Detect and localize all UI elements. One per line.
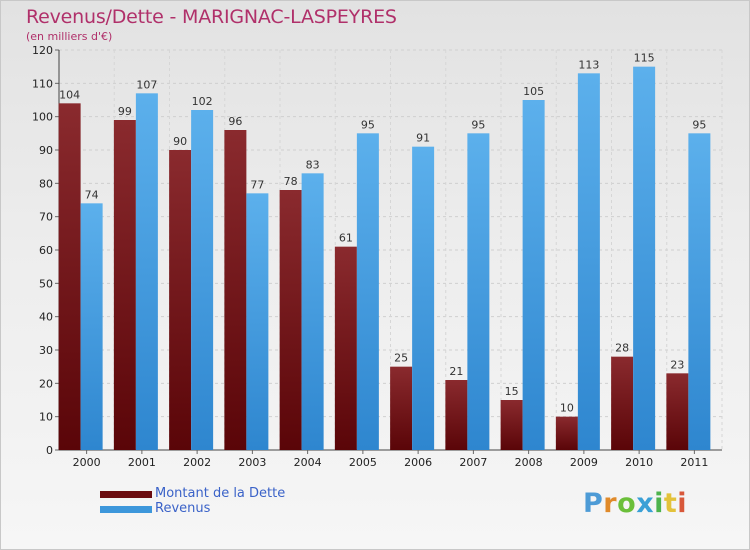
revenus-bar	[412, 146, 435, 450]
x-tick-label: 2011	[680, 456, 708, 469]
revenus-value-label: 77	[250, 178, 264, 191]
y-tick-label: 30	[39, 344, 53, 357]
debt-bar	[279, 190, 302, 450]
data-labels: 104 74 99 107 90 102 96 77 78 83 61 95 25 91 21 95 15 105…	[59, 52, 706, 415]
chart-subtitle: (en milliers d'€)	[26, 30, 113, 43]
y-tick-label: 20	[39, 377, 53, 390]
debt-value-label: 21	[449, 365, 463, 378]
legend-label-revenus: Revenus	[155, 501, 211, 516]
y-tick-label: 0	[46, 444, 53, 457]
legend-label-debt: Montant de la Dette	[155, 486, 286, 501]
debt-bar	[113, 120, 136, 450]
revenus-bar	[467, 133, 490, 451]
bars	[58, 66, 711, 451]
debt-value-label: 25	[394, 352, 408, 365]
revenus-bar	[191, 110, 214, 450]
revenus-value-label: 74	[85, 188, 99, 201]
debt-value-label: 28	[615, 342, 629, 355]
logo-letter: i	[654, 488, 664, 519]
debt-value-label: 99	[118, 105, 132, 118]
debt-value-label: 96	[228, 115, 242, 128]
revenus-value-label: 95	[361, 118, 375, 131]
debt-bar	[334, 246, 357, 450]
x-tick-label: 2004	[294, 456, 322, 469]
revenus-value-label: 95	[692, 118, 706, 131]
debt-bar	[445, 380, 468, 450]
debt-value-label: 23	[670, 358, 684, 371]
debt-bar	[169, 150, 192, 450]
revenus-value-label: 95	[471, 118, 485, 131]
debt-bar	[666, 373, 689, 450]
debt-value-label: 104	[59, 88, 80, 101]
revenus-bar	[522, 100, 545, 450]
logo-letter: o	[617, 488, 637, 519]
y-tick-label: 120	[32, 44, 53, 57]
y-tick-label: 110	[32, 77, 53, 90]
proxiti-logo: Proxiti	[583, 488, 687, 519]
debt-value-label: 90	[173, 135, 187, 148]
logo-letter: P	[583, 488, 604, 519]
debt-value-label: 15	[505, 385, 519, 398]
debt-bar	[611, 356, 634, 450]
x-tick-label: 2010	[625, 456, 653, 469]
x-tick-label: 2000	[73, 456, 101, 469]
y-tick-label: 40	[39, 311, 53, 324]
revenus-value-label: 83	[306, 158, 320, 171]
logo-letter: r	[603, 488, 618, 519]
revenus-bar	[688, 133, 711, 451]
revenus-bar	[577, 73, 600, 450]
debt-bar	[58, 103, 81, 450]
revenus-value-label: 115	[634, 52, 655, 65]
y-tick-label: 50	[39, 277, 53, 290]
revenus-value-label: 91	[416, 132, 430, 145]
x-tick-label: 2007	[459, 456, 487, 469]
y-tick-label: 90	[39, 144, 53, 157]
x-tick-label: 2008	[515, 456, 543, 469]
revenus-bar	[633, 66, 656, 451]
x-tick-label: 2003	[238, 456, 266, 469]
revenus-bar	[80, 203, 103, 450]
debt-bar	[390, 366, 413, 450]
logo-letter: x	[636, 488, 655, 519]
debt-bar	[224, 130, 247, 450]
debt-value-label: 10	[560, 402, 574, 415]
x-tick-label: 2006	[404, 456, 432, 469]
x-tick-label: 2001	[128, 456, 156, 469]
y-tick-label: 10	[39, 411, 53, 424]
x-tick-label: 2005	[349, 456, 377, 469]
legend-swatch-revenus	[100, 506, 152, 513]
chart-title: Revenus/Dette - MARIGNAC-LASPEYRES	[26, 6, 397, 28]
revenus-value-label: 105	[523, 85, 544, 98]
revenus-bar	[356, 133, 379, 451]
debt-bar	[555, 416, 578, 450]
x-tick-label: 2009	[570, 456, 598, 469]
revenus-bar	[135, 93, 158, 450]
y-tick-label: 70	[39, 211, 53, 224]
debt-value-label: 78	[284, 175, 298, 188]
debt-value-label: 61	[339, 232, 353, 245]
revenus-value-label: 102	[192, 95, 213, 108]
y-tick-label: 80	[39, 177, 53, 190]
logo-letter: i	[677, 488, 688, 519]
logo-letter: t	[663, 488, 678, 519]
debt-bar	[500, 400, 523, 450]
x-tick-label: 2002	[183, 456, 211, 469]
revenus-bar	[301, 173, 324, 451]
legend-swatch-debt	[100, 491, 152, 498]
revenus-bar	[246, 193, 269, 451]
y-tick-label: 60	[39, 244, 53, 257]
revenus-value-label: 113	[578, 58, 599, 71]
y-tick-label: 100	[32, 111, 53, 124]
revenus-value-label: 107	[136, 78, 157, 91]
